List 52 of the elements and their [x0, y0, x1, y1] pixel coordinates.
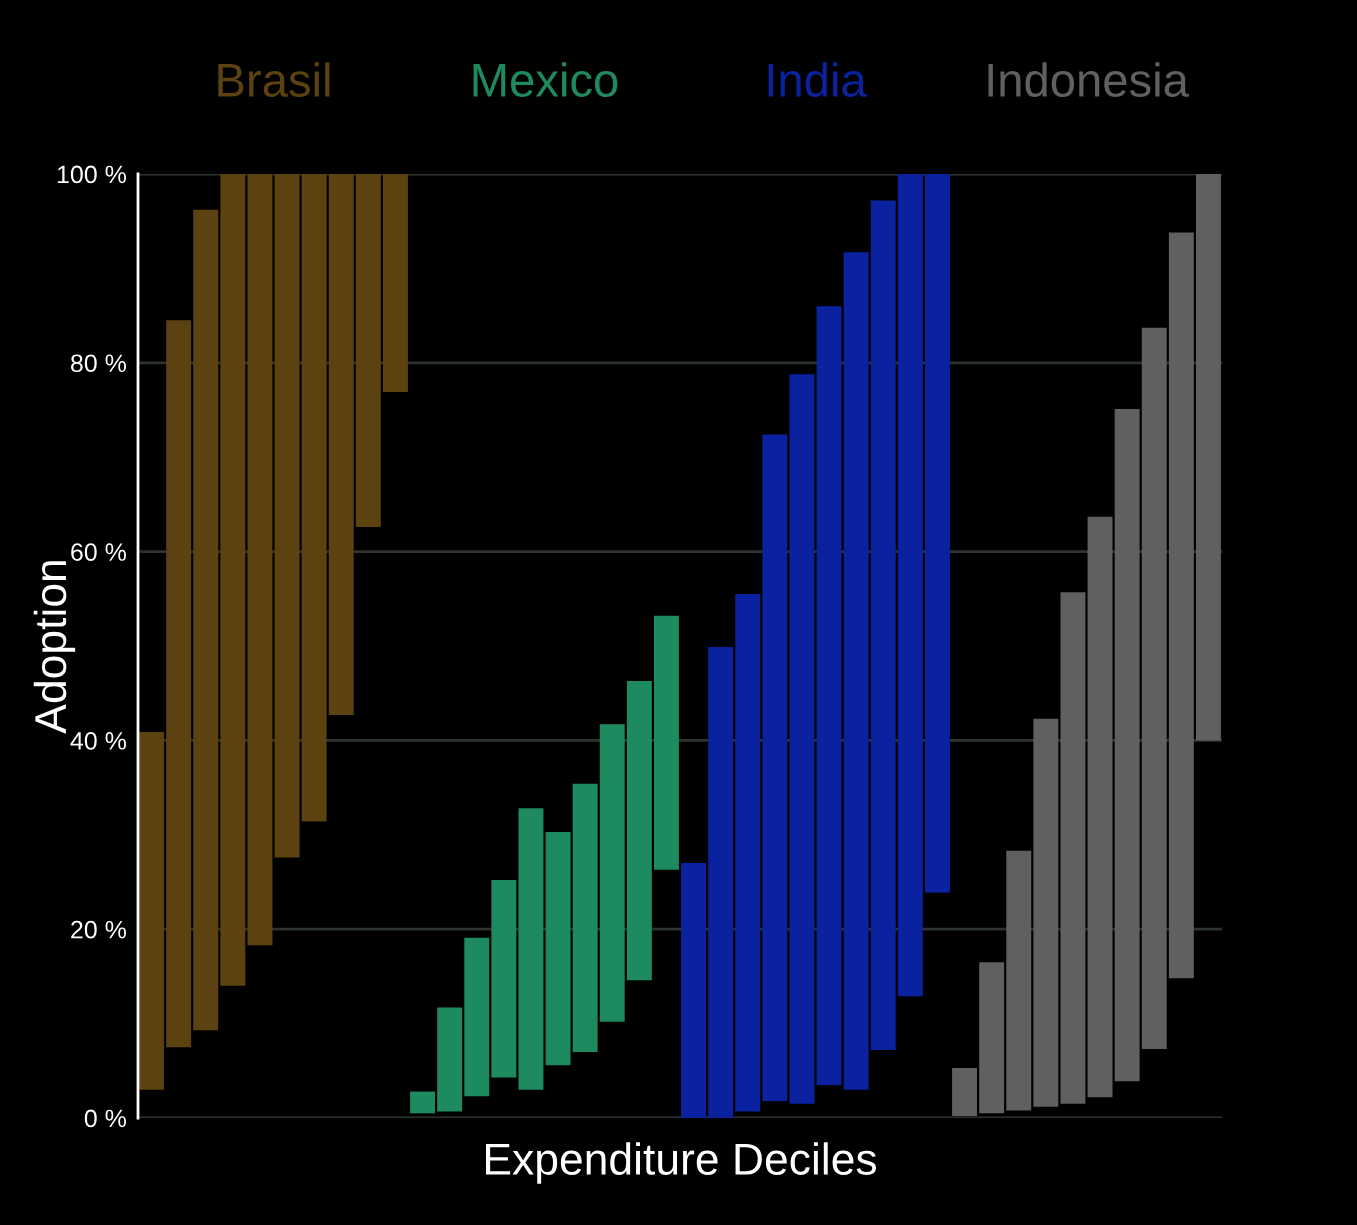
bar [952, 1067, 978, 1117]
x-axis-title: Expenditure Deciles [486, 1142, 877, 1184]
bar [355, 174, 381, 528]
bar [789, 374, 815, 1104]
bar [843, 252, 869, 1090]
bar [653, 615, 679, 870]
bar [762, 434, 788, 1102]
y-tick-label: 20 % [71, 920, 126, 939]
series-label: Indonesia [988, 62, 1189, 97]
bar [382, 174, 408, 393]
bar [410, 1091, 436, 1114]
bar [870, 200, 896, 1051]
bar [1006, 850, 1032, 1111]
bar [708, 646, 734, 1118]
bar [166, 320, 192, 1048]
bar [626, 680, 652, 981]
bar [328, 174, 354, 715]
bar [247, 174, 273, 946]
bar [735, 594, 761, 1112]
y-axis-title: Adoption [33, 561, 76, 734]
y-tick-label: 0 % [84, 1109, 126, 1128]
bar [1114, 409, 1140, 1082]
text: Mexico [473, 62, 618, 97]
bar [545, 831, 571, 1066]
bar [1033, 718, 1059, 1107]
y-tick-label: 60 % [71, 543, 126, 561]
series-label: India [768, 62, 867, 97]
bar [1060, 592, 1086, 1104]
bar [193, 209, 219, 1031]
bar [220, 174, 246, 986]
bar [897, 174, 923, 997]
bar [816, 306, 842, 1085]
y-tick-label: 40 % [70, 732, 126, 750]
bar [464, 937, 490, 1097]
bar [437, 1007, 463, 1112]
bar [681, 863, 707, 1118]
bar [572, 783, 598, 1052]
bar [979, 962, 1005, 1114]
bar [1168, 232, 1194, 979]
bar [1087, 516, 1113, 1098]
series-label: Brasil [218, 62, 330, 97]
bar [1195, 174, 1221, 741]
bar [1141, 327, 1167, 1050]
y-tick-label: 100 % [57, 165, 126, 184]
bar [599, 724, 625, 1022]
bar [139, 731, 165, 1090]
bar [301, 174, 327, 822]
bar [491, 880, 517, 1078]
bar [518, 808, 544, 1090]
y-tick-label: 80 % [70, 354, 126, 373]
bar [274, 174, 300, 858]
bar [924, 174, 950, 893]
